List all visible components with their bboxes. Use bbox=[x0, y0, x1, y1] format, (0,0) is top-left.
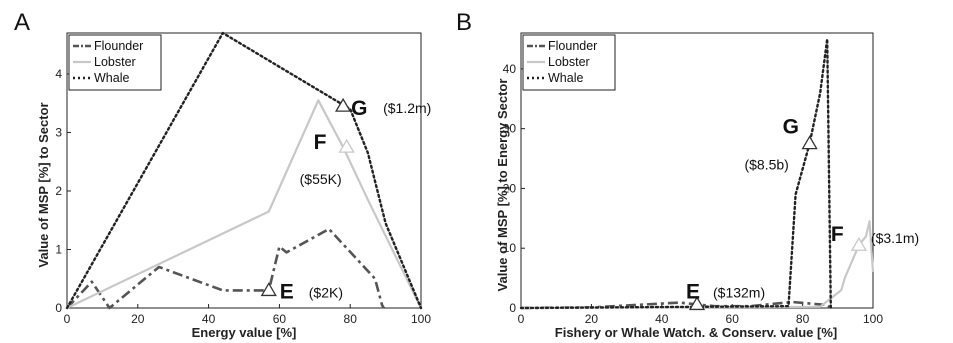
series-line-lobster bbox=[66, 99, 422, 309]
y-tick-label: 0 bbox=[509, 301, 516, 315]
legend-label-whale: Whale bbox=[548, 71, 583, 85]
chart-panel-a: A Value of MSP [%] to Sector Energy valu… bbox=[14, 9, 431, 340]
legend-label-flounder: Flounder bbox=[548, 39, 597, 53]
annotation-value-g: ($1.2m) bbox=[383, 100, 431, 116]
legend-label-lobster: Lobster bbox=[548, 55, 590, 69]
x-tick-label: 40 bbox=[655, 312, 669, 326]
y-tick-label: 40 bbox=[503, 62, 517, 76]
annotation-marker-g bbox=[801, 135, 818, 150]
annotation-marker-f bbox=[850, 236, 868, 251]
x-tick-label: 60 bbox=[273, 312, 287, 326]
annotation-marker-f bbox=[338, 138, 355, 153]
x-axis-label-b: Fishery or Whale Watch. & Conserv. value… bbox=[555, 325, 837, 340]
y-tick-label: 20 bbox=[503, 181, 517, 195]
annotation-marker-e bbox=[260, 282, 277, 297]
y-axis-title-a: Value of MSP [%] to Sector bbox=[36, 102, 51, 267]
annotation-value-e: ($132m) bbox=[713, 284, 765, 300]
annotation-letter-g: G bbox=[351, 97, 367, 120]
x-tick-label: 80 bbox=[344, 312, 358, 326]
series-line-whale bbox=[65, 31, 423, 310]
x-tick-label: 100 bbox=[863, 312, 883, 326]
annotation-value-f: ($3.1m) bbox=[871, 230, 919, 246]
panel-label-a: A bbox=[14, 9, 30, 36]
series-line-flounder bbox=[66, 227, 385, 310]
x-tick-label: 20 bbox=[585, 312, 599, 326]
legend-label-flounder: Flounder bbox=[94, 39, 143, 53]
x-tick-label: 60 bbox=[726, 312, 740, 326]
chart-panel-b: B Value of MSP [%] to Energy Sector Fish… bbox=[456, 9, 919, 340]
annotation-letter-e: E bbox=[280, 280, 294, 303]
x-tick-label: 100 bbox=[411, 312, 431, 326]
annotation-marker-e bbox=[688, 296, 706, 311]
y-axis-label-a: Value of MSP [%] to Sector bbox=[36, 102, 51, 267]
y-tick-label: 1 bbox=[55, 242, 62, 256]
annotation-value-f: ($55K) bbox=[300, 171, 342, 187]
y-tick-label: 10 bbox=[503, 241, 517, 255]
y-tick-label: 30 bbox=[503, 122, 517, 136]
y-axis-label-b: Value of MSP [%] to Energy Sector bbox=[495, 79, 510, 292]
x-tick-label: 80 bbox=[796, 312, 810, 326]
annotation-value-g: ($8.5b) bbox=[744, 157, 788, 173]
panel-label-b: B bbox=[456, 9, 472, 36]
x-tick-label: 20 bbox=[131, 312, 145, 326]
x-tick-label: 0 bbox=[64, 312, 71, 326]
y-tick-label: 4 bbox=[55, 67, 62, 81]
series-line-lobster bbox=[520, 220, 875, 310]
annotation-letter-f: F bbox=[314, 131, 327, 154]
y-axis-title-b: Value of MSP [%] to Energy Sector bbox=[495, 79, 510, 292]
x-tick-label: 0 bbox=[518, 312, 525, 326]
x-tick-label: 40 bbox=[202, 312, 216, 326]
annotation-value-e: ($2K) bbox=[309, 284, 343, 300]
y-tick-label: 0 bbox=[55, 301, 62, 315]
annotation-marker-g bbox=[334, 97, 352, 112]
legend: Flounder Lobster Whale bbox=[522, 34, 616, 91]
annotation-letter-f: F bbox=[831, 223, 844, 246]
legend-label-lobster: Lobster bbox=[94, 55, 136, 69]
legend: Flounder Lobster Whale bbox=[68, 34, 162, 91]
annotation-letter-g: G bbox=[783, 116, 799, 139]
y-tick-label: 2 bbox=[55, 184, 62, 198]
y-tick-label: 3 bbox=[55, 125, 62, 139]
plot-frame bbox=[66, 32, 422, 309]
legend-label-whale: Whale bbox=[94, 71, 129, 85]
x-axis-label-a: Energy value [%] bbox=[192, 325, 297, 340]
annotation-letter-e: E bbox=[686, 280, 700, 303]
